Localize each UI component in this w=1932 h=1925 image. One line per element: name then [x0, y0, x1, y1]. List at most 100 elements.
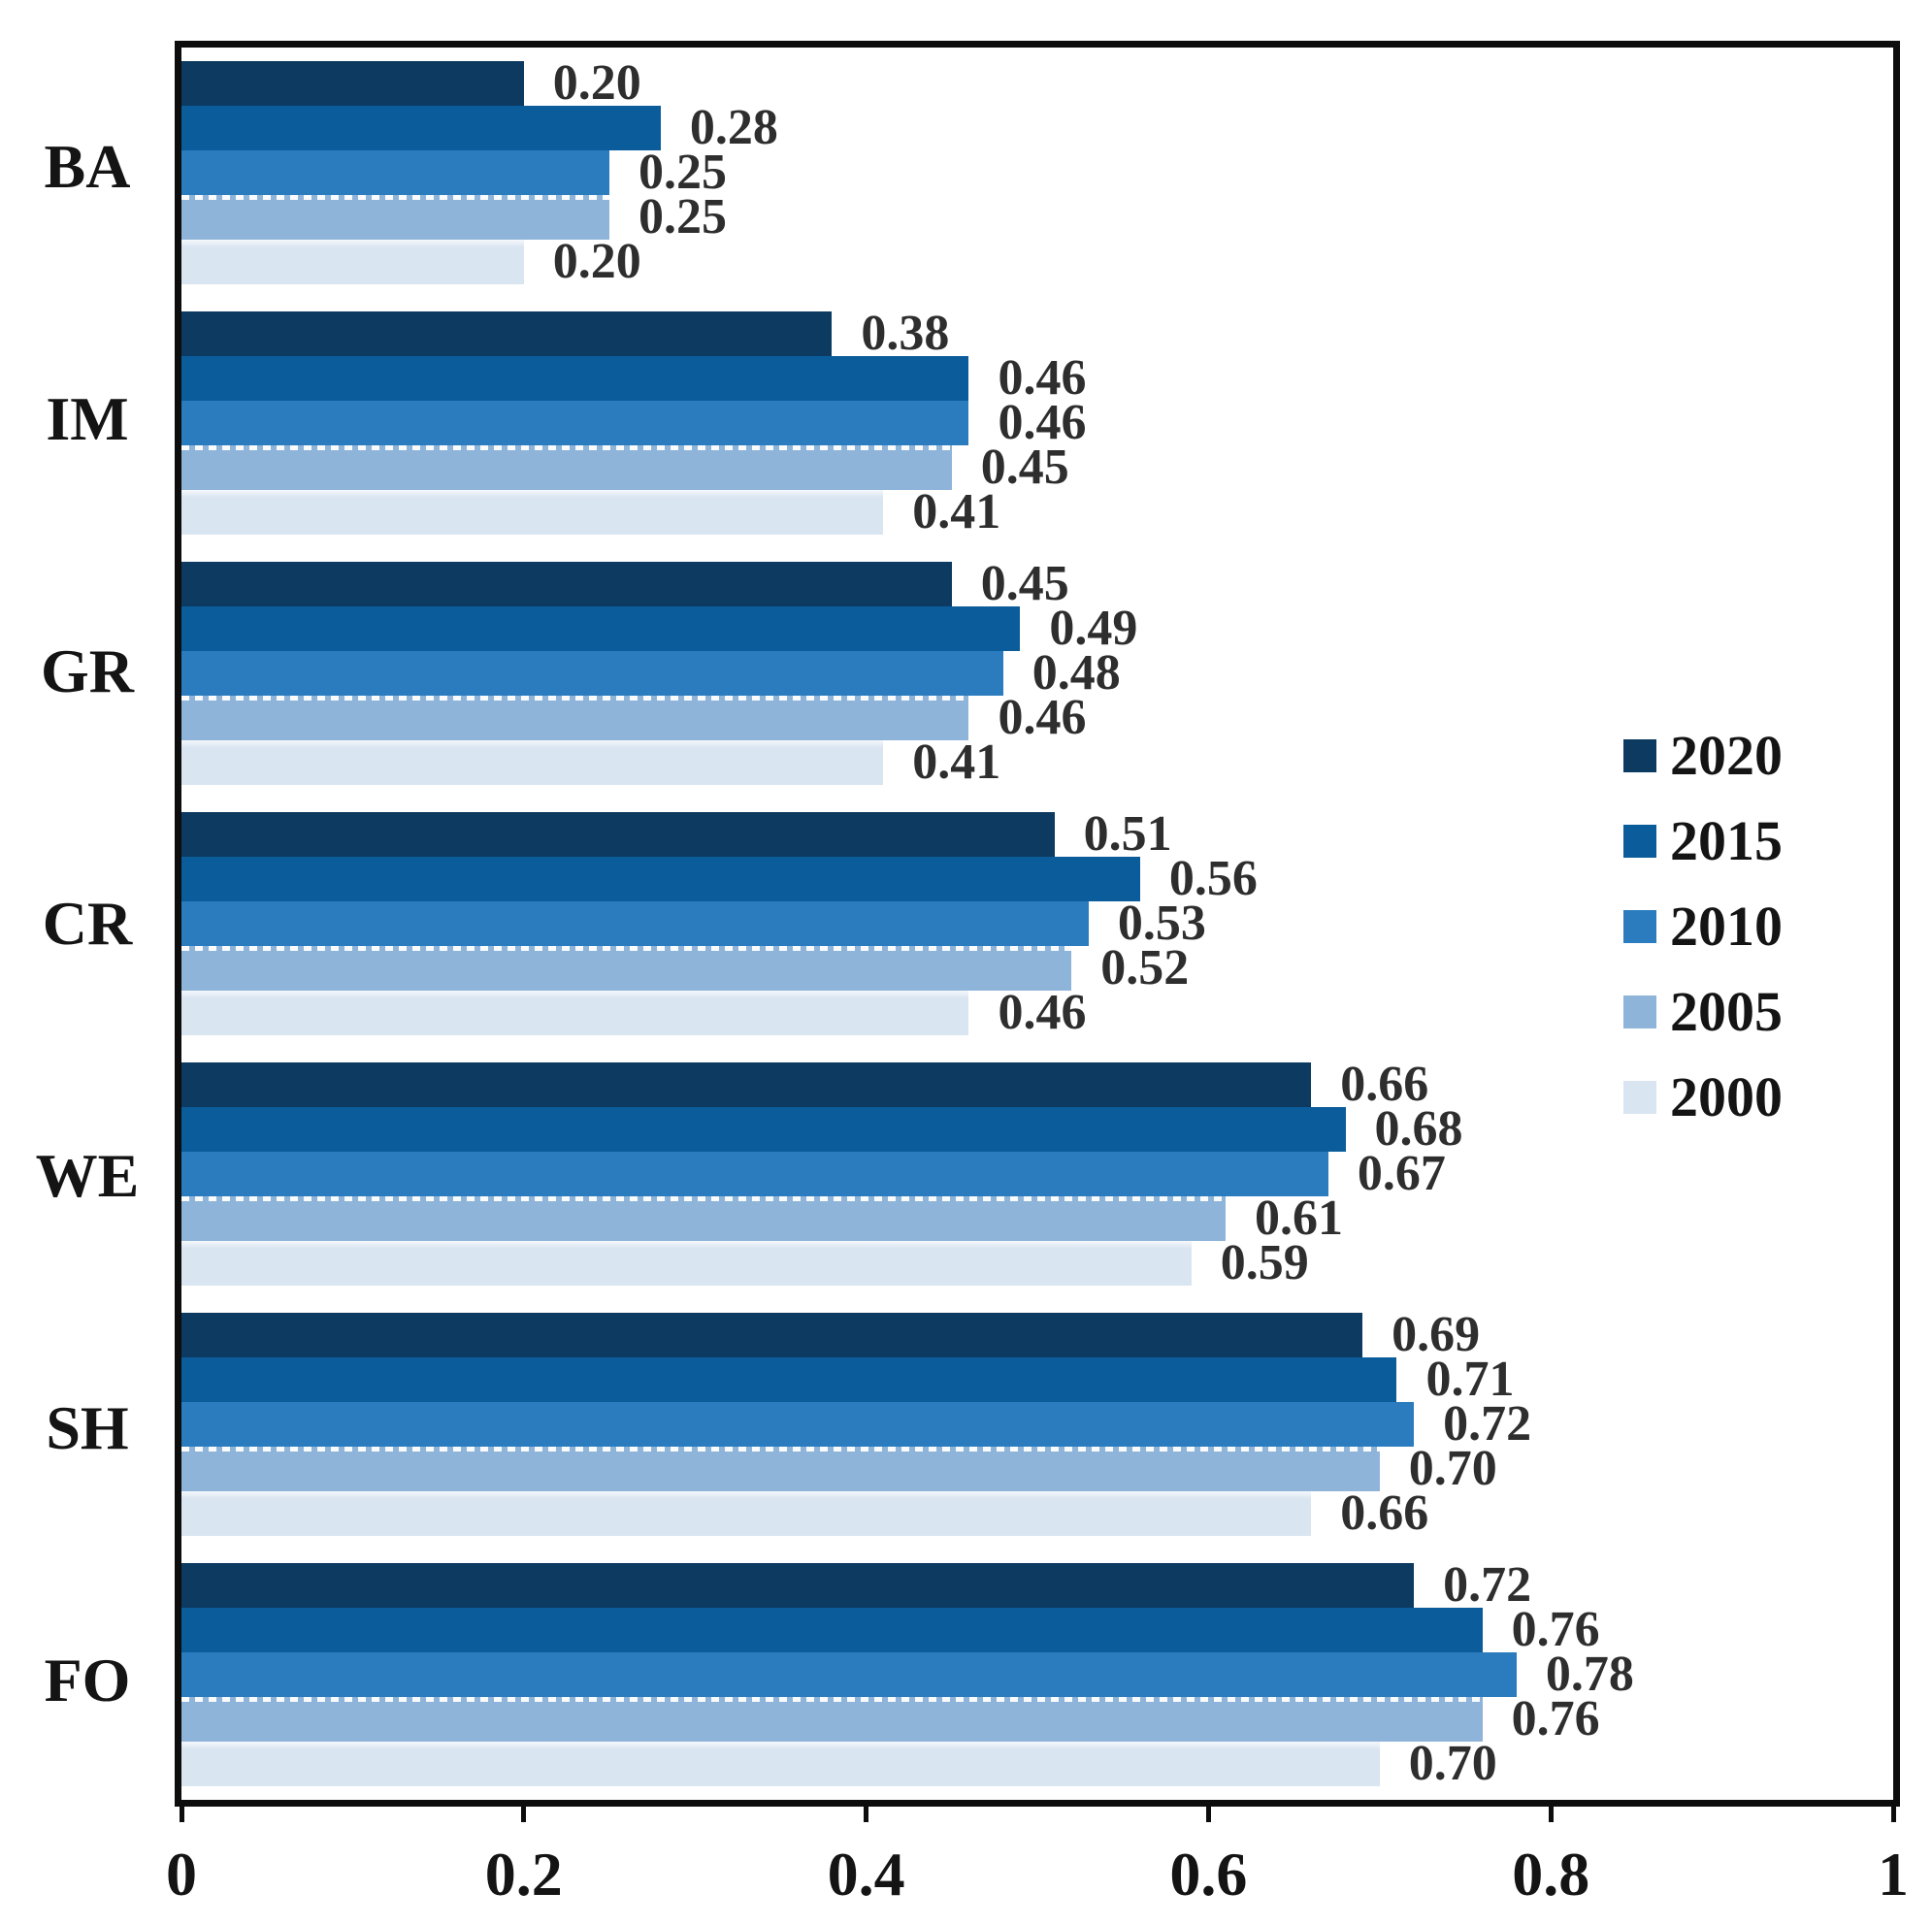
x-tick-label: 1	[1878, 1840, 1909, 1909]
plot-area: 0.20 0.28 0.25 0.25 0.20 0.38 0.46 0.46 0.45 0.41…	[175, 41, 1900, 1807]
bar-fo-2000: 0.70	[181, 1739, 1497, 1789]
bar-ba-2000: 0.20	[181, 237, 641, 287]
bar-gr-2000: 0.41	[181, 737, 1000, 788]
bar-value-label: 0.67	[1357, 1146, 1446, 1201]
legend-swatch-2010	[1623, 910, 1656, 943]
x-tick-0.2: 0.2	[485, 1807, 563, 1906]
bar-fo-2020: 0.72	[181, 1560, 1531, 1611]
bar-fo-2015: 0.76	[181, 1605, 1600, 1655]
bar-value-label: 0.46	[998, 690, 1087, 745]
bar-value-label: 0.72	[1443, 1557, 1532, 1613]
bar-groups: 0.20 0.28 0.25 0.25 0.20 0.38 0.46 0.46 0.45 0.41…	[181, 48, 1893, 1800]
legend-label-2015: 2015	[1670, 809, 1783, 872]
legend-item-2015: 2015	[1623, 799, 1783, 884]
bar-gr-2015: 0.49	[181, 604, 1137, 654]
category-label-gr: GR	[41, 636, 134, 705]
x-tick-mark	[1205, 1807, 1211, 1822]
legend-item-2005: 2005	[1623, 969, 1783, 1055]
bar-im-2005: 0.45	[181, 442, 1069, 493]
bar-value-label: 0.20	[552, 234, 641, 289]
bar-group-gr: 0.45 0.49 0.48 0.46 0.41	[181, 548, 1893, 799]
x-tick-mark	[1548, 1807, 1554, 1822]
legend-label-2020: 2020	[1670, 724, 1783, 787]
x-tick-label: 0	[166, 1840, 197, 1909]
bar-value-label: 0.71	[1425, 1352, 1515, 1407]
legend-item-2000: 2000	[1623, 1055, 1783, 1140]
y-axis-category-labels: BA IM GR CR WE SH FO	[0, 41, 175, 1807]
category-label-ba: BA	[44, 132, 131, 201]
bar-value-label: 0.70	[1408, 1736, 1497, 1791]
legend-item-2020: 2020	[1623, 713, 1783, 799]
legend-label-2005: 2005	[1670, 980, 1783, 1043]
bar-we-2010: 0.67	[181, 1149, 1446, 1199]
bar-cr-2015: 0.56	[181, 854, 1258, 904]
bar-cr-2020: 0.51	[181, 809, 1172, 860]
legend-item-2010: 2010	[1623, 884, 1783, 969]
category-label-cr: CR	[42, 889, 133, 958]
bar-value-label: 0.53	[1117, 896, 1206, 951]
x-tick-label: 0.8	[1512, 1840, 1590, 1909]
bar-value-label: 0.72	[1443, 1396, 1532, 1452]
legend: 2020 2015 2010 2005 2000	[1623, 713, 1783, 1140]
bar-we-2020: 0.66	[181, 1060, 1428, 1110]
category-label-fo: FO	[44, 1646, 131, 1714]
bar-sh-2010: 0.72	[181, 1399, 1531, 1450]
bar-im-2000: 0.41	[181, 487, 1000, 538]
bar-value-label: 0.59	[1220, 1235, 1309, 1290]
x-tick-1: 1	[1878, 1807, 1909, 1906]
x-tick-0.6: 0.6	[1169, 1807, 1247, 1906]
bar-group-sh: 0.69 0.71 0.72 0.70 0.66	[181, 1299, 1893, 1550]
category-label-we: WE	[35, 1141, 140, 1210]
bar-gr-2020: 0.45	[181, 559, 1069, 609]
x-tick-mark	[179, 1807, 184, 1822]
bar-value-label: 0.25	[639, 145, 727, 200]
bar-value-label: 0.20	[552, 55, 641, 111]
bar-im-2015: 0.46	[181, 353, 1086, 404]
bar-we-2015: 0.68	[181, 1104, 1463, 1155]
bar-value-label: 0.68	[1374, 1101, 1463, 1157]
x-tick-0.4: 0.4	[828, 1807, 905, 1906]
bar-value-label: 0.61	[1255, 1191, 1344, 1246]
bar-sh-2015: 0.71	[181, 1354, 1514, 1405]
bar-value-label: 0.45	[980, 556, 1069, 611]
x-tick-mark	[1890, 1807, 1896, 1822]
legend-swatch-2000	[1623, 1081, 1656, 1114]
bar-value-label: 0.25	[639, 189, 727, 245]
bar-value-label: 0.52	[1100, 940, 1190, 995]
bar-sh-2020: 0.69	[181, 1310, 1480, 1360]
x-tick-0.8: 0.8	[1512, 1807, 1589, 1906]
bar-value-label: 0.41	[912, 484, 1001, 539]
bar-sh-2005: 0.70	[181, 1444, 1497, 1494]
x-tick-label: 0.4	[827, 1840, 905, 1909]
bar-group-we: 0.66 0.68 0.67 0.61 0.59	[181, 1049, 1893, 1299]
bar-ba-2005: 0.25	[181, 192, 727, 243]
bar-value-label: 0.51	[1083, 806, 1172, 862]
category-label-sh: SH	[46, 1393, 129, 1462]
bar-ba-2015: 0.28	[181, 103, 778, 153]
legend-swatch-2015	[1623, 825, 1656, 858]
legend-label-2010: 2010	[1670, 895, 1783, 958]
bar-value-label: 0.41	[912, 734, 1001, 790]
category-label-im: IM	[46, 384, 129, 453]
bar-group-ba: 0.20 0.28 0.25 0.25 0.20	[181, 48, 1893, 298]
bar-value-label: 0.69	[1392, 1307, 1481, 1362]
x-tick-0: 0	[166, 1807, 197, 1906]
bar-gr-2005: 0.46	[181, 693, 1086, 743]
bar-group-fo: 0.72 0.76 0.78 0.76 0.70	[181, 1550, 1893, 1800]
bar-ba-2020: 0.20	[181, 58, 641, 109]
bar-group-im: 0.38 0.46 0.46 0.45 0.41	[181, 298, 1893, 548]
bar-value-label: 0.46	[998, 350, 1087, 406]
bar-value-label: 0.76	[1511, 1691, 1600, 1746]
bar-cr-2000: 0.46	[181, 988, 1086, 1038]
x-tick-mark	[864, 1807, 869, 1822]
x-axis: 0 0.2 0.4 0.6 0.8 1	[166, 1807, 1909, 1923]
bar-we-2000: 0.59	[181, 1238, 1309, 1289]
bar-fo-2010: 0.78	[181, 1649, 1634, 1700]
bar-value-label: 0.56	[1168, 851, 1258, 906]
bar-cr-2005: 0.52	[181, 943, 1189, 994]
bar-group-cr: 0.51 0.56 0.53 0.52 0.46	[181, 799, 1893, 1049]
x-tick-label: 0.6	[1169, 1840, 1248, 1909]
bar-value-label: 0.49	[1049, 601, 1138, 656]
bar-value-label: 0.66	[1340, 1485, 1429, 1541]
